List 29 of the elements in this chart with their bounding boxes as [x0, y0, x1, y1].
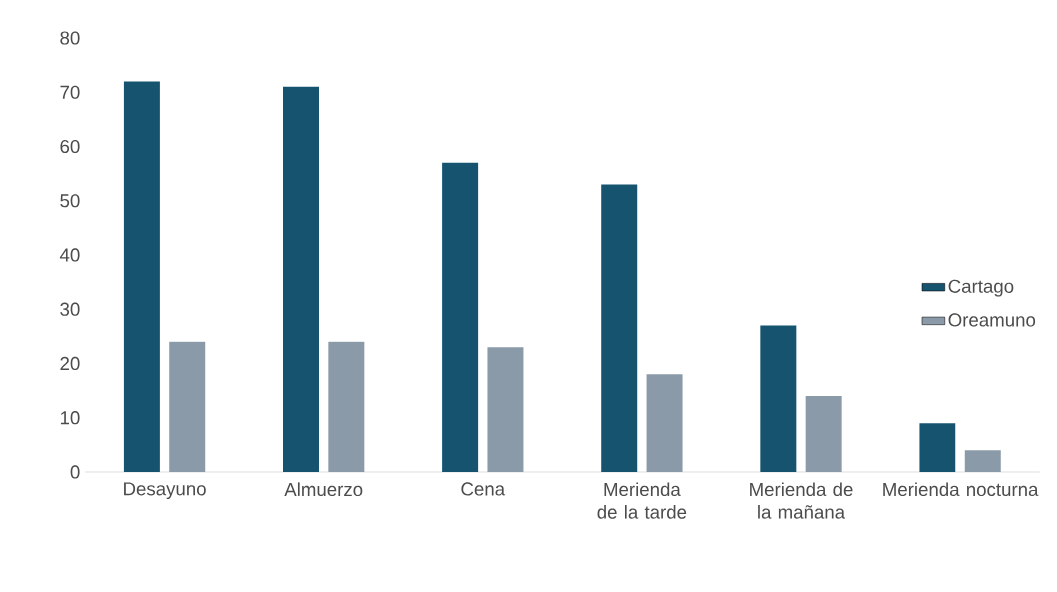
bar — [487, 347, 524, 472]
y-tick-label: 20 — [60, 356, 80, 371]
y-tick-label: 40 — [59, 248, 80, 262]
bar — [169, 341, 206, 472]
bar — [328, 341, 365, 472]
bar — [964, 450, 1001, 472]
legend-label: Cartago — [948, 279, 1014, 297]
x-tick-label: Cena — [461, 482, 506, 496]
x-tick-label: Merienda de la mañana — [750, 482, 853, 519]
bar — [123, 81, 160, 472]
y-tick-label: 10 — [60, 411, 80, 425]
bar — [646, 374, 683, 472]
y-tick-label: 50 — [60, 194, 80, 208]
bar — [283, 86, 320, 472]
bar — [760, 325, 797, 472]
bar — [805, 396, 842, 472]
legend-label: Oreamuno — [948, 313, 1036, 327]
x-tick-label: Merienda de la tarde — [597, 482, 687, 519]
bar — [601, 184, 638, 472]
y-tick-label: 70 — [60, 85, 80, 99]
bar — [442, 162, 479, 472]
x-tick-label: Almuerzo — [284, 482, 363, 497]
x-tick-label: Desayuno — [124, 482, 206, 500]
y-tick-label: 30 — [60, 302, 80, 316]
x-tick-label: Merienda nocturna — [883, 482, 1039, 497]
y-tick-label: 60 — [60, 139, 80, 154]
bar — [919, 423, 956, 472]
y-tick-label: 0 — [70, 465, 80, 479]
y-tick-label: 80 — [60, 31, 80, 45]
